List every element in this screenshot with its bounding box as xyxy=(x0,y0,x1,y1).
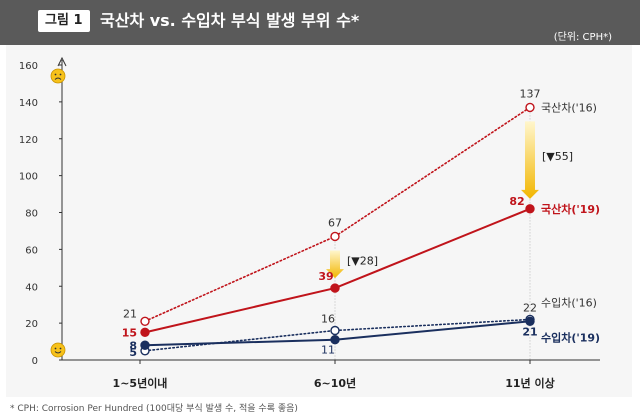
data-label: 16 xyxy=(321,313,335,326)
decrease-arrow xyxy=(521,121,539,199)
data-label: 11 xyxy=(321,344,335,357)
y-tick-label: 80 xyxy=(25,209,38,220)
series-label: 국산차('19) xyxy=(541,202,600,216)
figure-number-badge: 그림 1 xyxy=(38,10,90,32)
data-label: 21 xyxy=(123,307,137,320)
frown-face-icon xyxy=(50,68,66,84)
y-tick-label: 0 xyxy=(32,356,38,367)
series-label: 수입차('16) xyxy=(541,296,597,309)
data-point xyxy=(140,327,150,338)
y-tick-label: 40 xyxy=(25,282,38,293)
data-label: 137 xyxy=(520,87,541,100)
x-tick-label: 1~5년이내 xyxy=(113,376,168,390)
data-point xyxy=(525,316,535,326)
smile-face-icon xyxy=(50,342,66,358)
y-tick-label: 140 xyxy=(19,98,38,109)
y-tick-label: 20 xyxy=(25,319,38,330)
data-point xyxy=(140,316,150,326)
data-point xyxy=(140,340,150,350)
y-axis-arrowhead xyxy=(57,56,67,67)
x-tick-label: 6~10년 xyxy=(314,376,356,390)
footnote: * CPH: Corrosion Per Hundred (100대당 부식 발… xyxy=(10,404,298,414)
unit-label: (단위: CPH*) xyxy=(553,32,612,43)
data-label: 22 xyxy=(523,301,537,314)
y-tick-label: 60 xyxy=(25,245,38,256)
data-label: 15 xyxy=(122,326,137,339)
data-point xyxy=(525,102,535,113)
decrease-annotation: [▼55] xyxy=(542,150,573,163)
series-label: 국산차('16) xyxy=(541,101,597,114)
data-label: 67 xyxy=(328,216,342,229)
data-label: 8 xyxy=(129,339,137,352)
data-label: 39 xyxy=(318,270,333,283)
data-point xyxy=(330,325,340,336)
series-line xyxy=(144,318,531,352)
chart-title: 국산차 vs. 수입차 부식 발생 부위 수* xyxy=(100,11,360,30)
x-tick-label: 11년 이상 xyxy=(505,376,555,390)
y-tick-label: 120 xyxy=(19,135,38,146)
figure-header: 그림 1 국산차 vs. 수입차 부식 발생 부위 수* (단위: CPH*) xyxy=(0,0,640,45)
data-label: 82 xyxy=(509,195,524,208)
data-point xyxy=(330,231,340,242)
data-point xyxy=(525,204,535,214)
data-label: 21 xyxy=(522,325,537,338)
data-point xyxy=(330,335,340,345)
data-point xyxy=(330,283,340,293)
y-tick-label: 160 xyxy=(19,61,38,72)
decrease-annotation: [▼28] xyxy=(347,254,378,267)
y-tick-label: 100 xyxy=(19,172,38,183)
line-chart: 0 20 40 60 80 100 120 140 160 1~5년이내 6~10년 11년 이상 [▼… xyxy=(19,56,600,390)
data-label: 5 xyxy=(129,346,137,359)
decrease-arrow xyxy=(326,250,344,279)
series-label: 수입차('19) xyxy=(541,330,600,344)
